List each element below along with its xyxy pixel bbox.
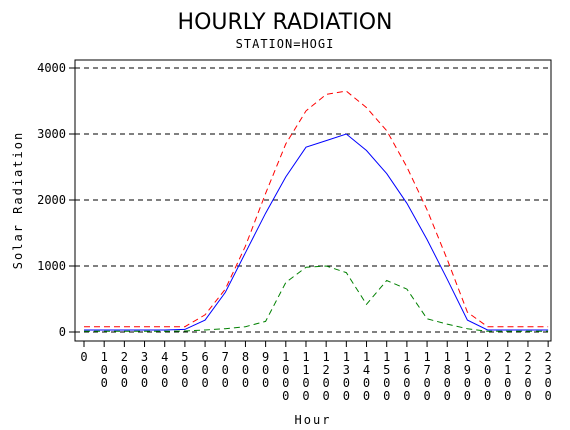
gridlines [75, 67, 551, 333]
y-axis: 0 1000 2000 3000 4000 [37, 61, 75, 339]
y-tick-label: 3000 [37, 127, 66, 141]
y-tick-label: 0 [59, 325, 66, 339]
y-axis-label: Solar Radiation [11, 131, 25, 269]
x-axis-label: Hour [295, 413, 332, 427]
y-tick-label: 2000 [37, 193, 66, 207]
chart-title: HOURLY RADIATION [178, 10, 393, 35]
chart-subtitle: STATION=HOGI [236, 37, 335, 51]
series-line-3 [84, 265, 549, 332]
x-axis: 0 1 0 0 2 0 0 3 0 0 4 0 0 5 0 0 6 0 0 7 0 0 8 0 0 9 0 0 1 0 0 0 1 1 0 0 1 2 0 0… [80, 341, 552, 403]
series-group [84, 90, 549, 332]
y-tick-label: 4000 [37, 61, 66, 75]
series-line-2 [84, 133, 549, 331]
series-line-1 [84, 90, 549, 328]
x-tick-label: 0 [80, 350, 87, 364]
y-tick-label: 1000 [37, 259, 66, 273]
